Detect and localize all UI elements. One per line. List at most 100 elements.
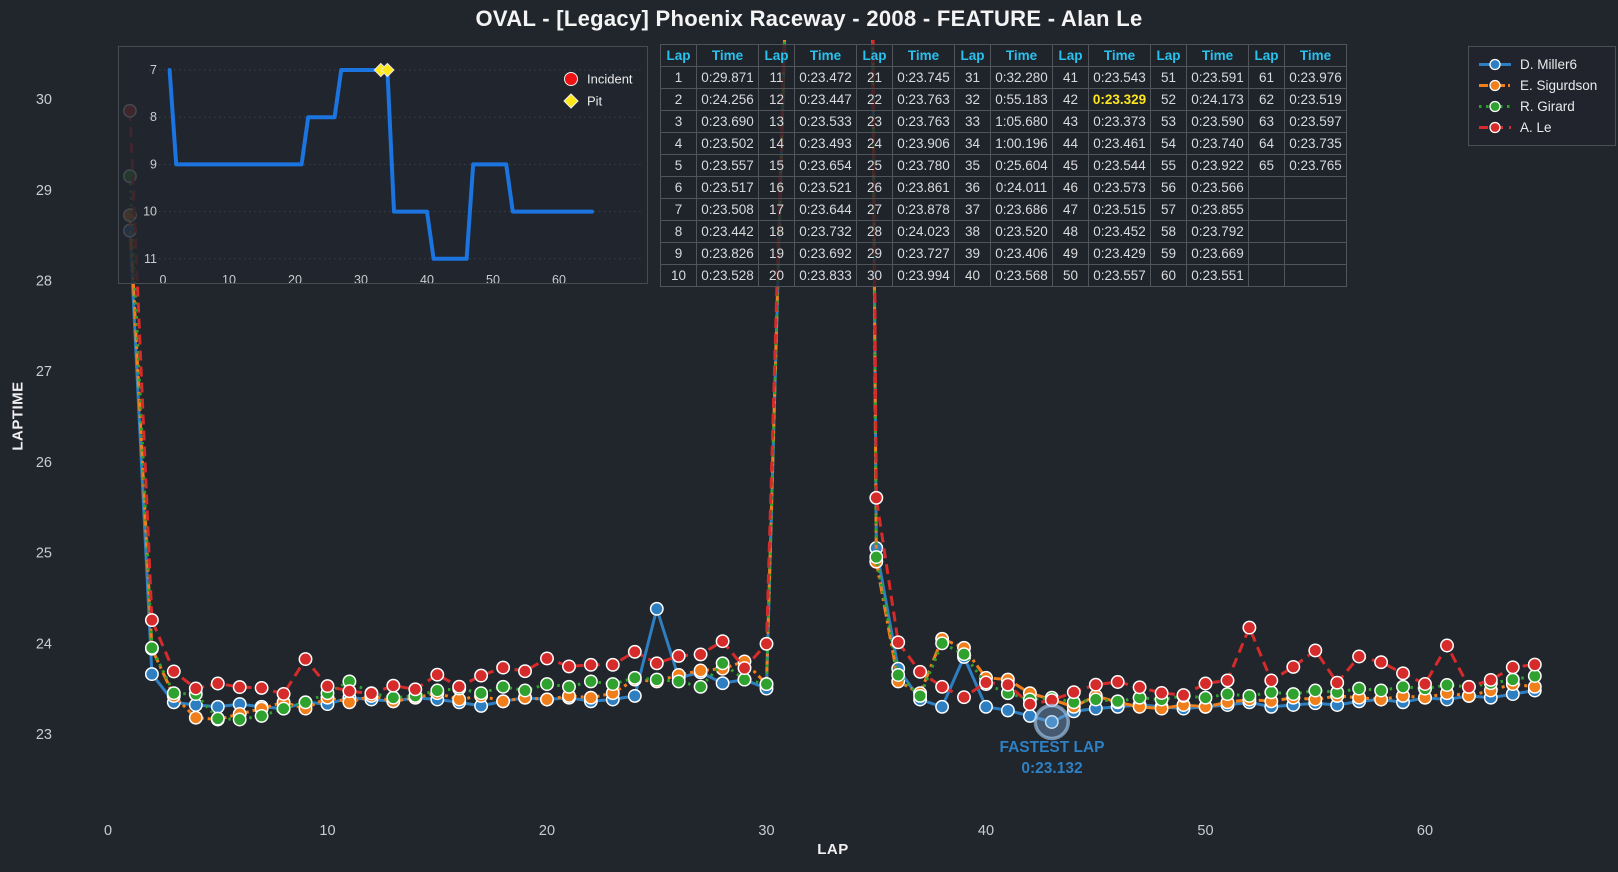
time-cell: 0:23.690 (697, 111, 759, 133)
time-cell: 0:23.745 (893, 67, 955, 89)
fastest-lap-label: FASTEST LAP (999, 739, 1105, 756)
svg-text:20: 20 (288, 273, 302, 283)
time-cell: 0:23.493 (795, 133, 857, 155)
svg-text:11: 11 (144, 252, 157, 266)
lap-cell: 64 (1249, 133, 1285, 155)
svg-text:60: 60 (1417, 823, 1433, 839)
time-column-header: Time (697, 45, 759, 67)
time-cell: 0:23.502 (697, 133, 759, 155)
fastest-lap-marker-halo (1033, 703, 1071, 741)
svg-text:40: 40 (978, 823, 994, 839)
time-cell: 0:23.727 (893, 243, 955, 265)
series-a-le (122, 40, 1542, 712)
lap-cell: 62 (1249, 89, 1285, 111)
lap-cell: 1 (661, 67, 697, 89)
time-cell: 0:23.452 (1089, 221, 1151, 243)
position-chart-panel[interactable]: 7 8 9 10 11 0 10 20 30 40 50 60 Incident Pit (118, 46, 648, 287)
lap-cell: 8 (661, 221, 697, 243)
time-cell: 0:23.543 (1089, 67, 1151, 89)
lap-cell: 11 (759, 67, 795, 89)
time-column-header: Time (795, 45, 857, 67)
lap-cell: 47 (1053, 199, 1089, 221)
time-cell: 0:23.429 (1089, 243, 1151, 265)
time-cell: 0:23.922 (1187, 155, 1249, 177)
time-cell: 0:32.280 (991, 67, 1053, 89)
lap-cell: 61 (1249, 67, 1285, 89)
time-cell: 0:23.763 (893, 89, 955, 111)
time-cell: 0:23.447 (795, 89, 857, 111)
time-cell: 1:00.196 (991, 133, 1053, 155)
time-cell: 0:25.604 (991, 155, 1053, 177)
page-title: OVAL - [Legacy] Phoenix Raceway - 2008 -… (475, 6, 1143, 31)
time-cell: 0:23.735 (1285, 133, 1347, 155)
lap-cell: 16 (759, 177, 795, 199)
time-column-header: Time (1285, 45, 1347, 67)
lap-column-header: Lap (1249, 45, 1285, 67)
svg-text:10: 10 (222, 273, 236, 283)
legend-item-a-le[interactable]: A. Le (1478, 117, 1615, 138)
lap-cell: 12 (759, 89, 795, 111)
legend-item-r-girard[interactable]: R. Girard (1478, 96, 1615, 117)
svg-text:0: 0 (104, 823, 112, 839)
lap-cell: 27 (857, 199, 893, 221)
svg-text:26: 26 (36, 455, 52, 471)
time-cell (1285, 243, 1347, 265)
lap-cell: 29 (857, 243, 893, 265)
time-cell: 0:23.855 (1187, 199, 1249, 221)
time-column-header: Time (893, 45, 955, 67)
time-cell: 0:23.878 (893, 199, 955, 221)
time-cell (1285, 221, 1347, 243)
time-cell: 0:23.644 (795, 199, 857, 221)
lap-cell: 23 (857, 111, 893, 133)
lap-column-header: Lap (1053, 45, 1089, 67)
svg-text:30: 30 (758, 823, 774, 839)
lap-cell: 6 (661, 177, 697, 199)
lap-cell: 38 (955, 221, 991, 243)
fastest-lap-time: 0:23.132 (1021, 760, 1083, 777)
lap-cell: 51 (1151, 67, 1187, 89)
svg-text:10: 10 (143, 205, 157, 219)
svg-text:40: 40 (420, 273, 434, 283)
lap-cell: 7 (661, 199, 697, 221)
lap-column-header: Lap (661, 45, 697, 67)
legend-line-sample (1479, 58, 1511, 71)
time-cell: 0:23.406 (991, 243, 1053, 265)
position-chart: 7 8 9 10 110 10 20 30 40 50 60 Incident Pit (143, 62, 641, 287)
time-cell: 0:23.740 (1187, 133, 1249, 155)
lap-cell: 56 (1151, 177, 1187, 199)
time-cell: 0:23.591 (1187, 67, 1249, 89)
legend-item-e-sigurdson[interactable]: E. Sigurdson (1478, 75, 1615, 96)
lap-cell: 54 (1151, 133, 1187, 155)
lap-times-table[interactable]: Lap Time Lap Time Lap Time Lap Time Lap Time Lap Ti… (660, 44, 1347, 287)
time-cell: 0:23.994 (893, 265, 955, 287)
time-cell: 0:23.557 (697, 155, 759, 177)
time-cell: 0:23.654 (795, 155, 857, 177)
lap-cell: 42 (1053, 89, 1089, 111)
legend-item-d-miller6[interactable]: D. Miller6 (1478, 54, 1615, 75)
lap-column-header: Lap (955, 45, 991, 67)
svg-text:30: 30 (36, 92, 52, 108)
legend-line-sample (1479, 79, 1511, 92)
lap-cell (1249, 177, 1285, 199)
time-cell: 0:23.519 (1285, 89, 1347, 111)
time-cell: 0:23.906 (893, 133, 955, 155)
time-cell: 0:23.329 (1089, 89, 1151, 111)
time-cell: 0:29.871 (697, 67, 759, 89)
svg-text:9: 9 (150, 157, 157, 171)
legend-driver-name: D. Miller6 (1520, 57, 1578, 72)
lap-cell: 25 (857, 155, 893, 177)
lap-cell: 33 (955, 111, 991, 133)
lap-cell: 48 (1053, 221, 1089, 243)
time-cell: 0:23.763 (893, 111, 955, 133)
lap-cell: 10 (661, 265, 697, 287)
time-cell: 0:23.472 (795, 67, 857, 89)
time-cell: 1:05.680 (991, 111, 1053, 133)
svg-text:20: 20 (539, 823, 555, 839)
legend-line-sample (1479, 121, 1511, 134)
fastest-lap-annotation: FASTEST LAP 0:23.132 (999, 737, 1104, 779)
time-cell (1285, 199, 1347, 221)
lap-cell: 39 (955, 243, 991, 265)
drivers-legend[interactable]: D. Miller6 E. Sigurdson R. Girard A. Le (1468, 46, 1616, 146)
lap-cell: 63 (1249, 111, 1285, 133)
